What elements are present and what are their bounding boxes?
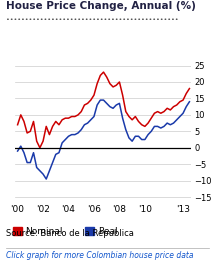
Text: ••••••••••••••••••••••••••••••••••••••••••••••: ••••••••••••••••••••••••••••••••••••••••… bbox=[6, 17, 179, 22]
Text: Click graph for more Colombian house price data: Click graph for more Colombian house pri… bbox=[6, 251, 194, 260]
Text: House Price Change, Annual (%): House Price Change, Annual (%) bbox=[6, 1, 196, 11]
Text: Source: Banco de la Republica: Source: Banco de la Republica bbox=[6, 229, 134, 238]
Legend: Nominal, Real: Nominal, Real bbox=[12, 227, 117, 236]
